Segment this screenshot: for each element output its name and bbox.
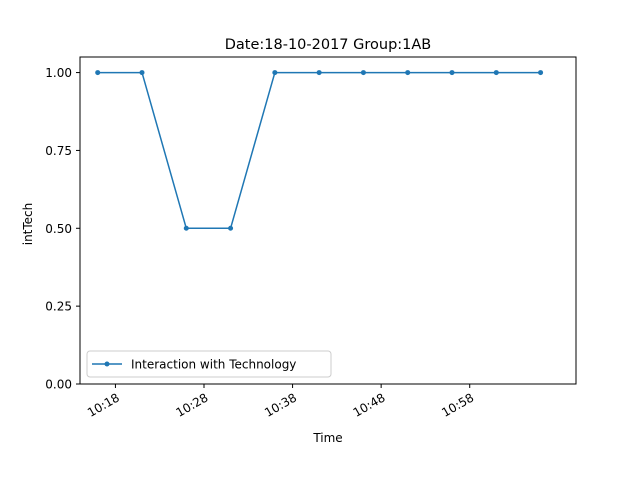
data-point — [538, 70, 544, 76]
y-tick-label: 1.00 — [45, 66, 72, 80]
data-point — [316, 70, 322, 76]
y-axis: 0.00 0.25 0.50 0.75 1.00 — [45, 66, 80, 392]
data-point — [95, 70, 101, 76]
y-tick-label: 0.00 — [45, 378, 72, 392]
legend: Interaction with Technology — [86, 350, 332, 378]
y-tick-label: 0.75 — [45, 144, 72, 158]
legend-marker-swatch — [104, 361, 110, 367]
chart-title: Date:18-10-2017 Group:1AB — [225, 37, 432, 53]
plot-frame — [79, 56, 577, 385]
data-point — [228, 225, 234, 231]
series-layer — [95, 70, 544, 231]
data-point — [405, 70, 411, 76]
data-point — [183, 225, 189, 231]
y-tick-label: 0.50 — [45, 222, 72, 236]
data-point — [139, 70, 145, 76]
legend-entry-label: Interaction with Technology — [131, 358, 296, 372]
legend-box — [86, 350, 332, 378]
data-point — [360, 70, 366, 76]
y-axis-label: intTech — [21, 203, 35, 246]
data-point — [272, 70, 278, 76]
y-tick-label: 0.25 — [45, 300, 72, 314]
data-point — [449, 70, 455, 76]
x-axis-label: Time — [312, 431, 342, 445]
data-point — [493, 70, 499, 76]
plot-area — [79, 56, 577, 385]
